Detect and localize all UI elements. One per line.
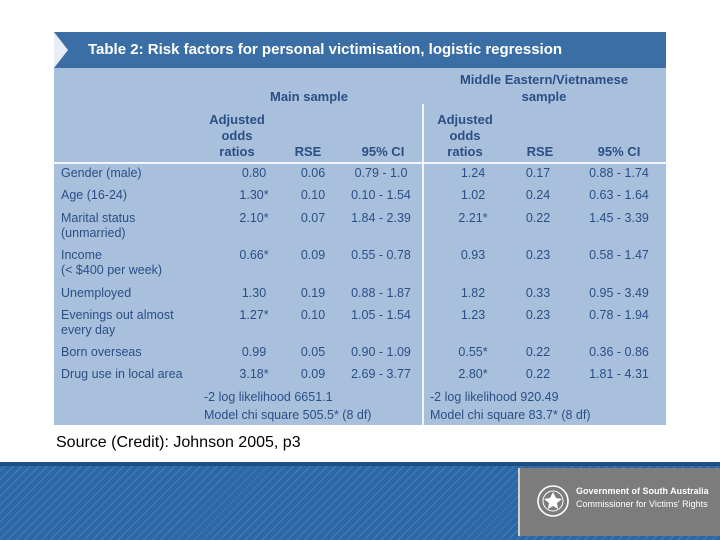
me-log-likelihood: -2 log likelihood 920.49 <box>430 390 559 404</box>
main-rse: 0.09 <box>300 367 326 381</box>
me-rse: 0.23 <box>525 308 551 322</box>
me-aor: 1.24 <box>460 166 486 180</box>
row-label: Born overseas <box>61 345 142 359</box>
me-aor: 2.21* <box>458 211 488 225</box>
risk-factors-table: Table 2: Risk factors for personal victi… <box>54 32 666 425</box>
row-label: Drug use in local area <box>61 367 183 381</box>
main-ci: 0.55 - 0.78 <box>351 248 411 262</box>
me-rse: 0.24 <box>525 188 551 202</box>
main-rse: 0.10 <box>300 188 326 202</box>
me-aor: 1.82 <box>460 286 486 300</box>
main-aor: 1.30 <box>241 286 267 300</box>
main-ci: 0.79 - 1.0 <box>354 166 408 180</box>
main-aor: 0.80 <box>241 166 267 180</box>
row-label: Evenings out almost <box>61 308 174 322</box>
main-rse: 0.19 <box>300 286 326 300</box>
main-ci: 0.90 - 1.09 <box>351 345 411 359</box>
me-rse: 0.22 <box>525 367 551 381</box>
me-rse: 0.17 <box>525 166 551 180</box>
source-credit: Source (Credit): Johnson 2005, p3 <box>56 434 301 451</box>
row-label: Marital status <box>61 211 136 225</box>
col-header-aor-line3-me: ratios <box>447 144 483 159</box>
column-divider <box>422 104 424 425</box>
me-aor: 0.93 <box>460 248 486 262</box>
main-rse: 0.06 <box>300 166 326 180</box>
main-rse: 0.07 <box>300 211 326 225</box>
col-header-aor-line2-me: odds <box>449 128 481 143</box>
me-ci: 1.45 - 3.39 <box>589 211 649 225</box>
table-title: Table 2: Risk factors for personal victi… <box>88 41 563 58</box>
me-ci: 1.81 - 4.31 <box>589 367 649 381</box>
col-header-rse: RSE <box>294 144 322 159</box>
me-aor: 0.55* <box>458 345 488 359</box>
col-header-aor-line2: odds <box>221 128 253 143</box>
row-label-sub: (unmarried) <box>61 226 126 240</box>
group-header-me-line2: sample <box>521 89 567 104</box>
group-header-main: Main sample <box>269 89 349 104</box>
group-header-me-line1: Middle Eastern/Vietnamese <box>459 72 629 87</box>
me-ci: 0.95 - 3.49 <box>589 286 649 300</box>
main-rse: 0.05 <box>300 345 326 359</box>
me-chi-square: Model chi square 83.7* (8 df) <box>430 408 591 422</box>
col-header-aor-line1: Adjusted <box>209 112 265 127</box>
main-aor: 0.99 <box>241 345 267 359</box>
government-logo: Government of South Australia Commission… <box>518 468 720 536</box>
row-label: Unemployed <box>61 286 132 300</box>
me-aor: 1.23 <box>460 308 486 322</box>
main-aor: 1.27* <box>239 308 269 322</box>
col-header-ci-me: 95% CI <box>597 144 641 159</box>
col-header-aor-line3: ratios <box>219 144 255 159</box>
row-label: Age (16-24) <box>61 188 128 202</box>
me-rse: 0.33 <box>525 286 551 300</box>
col-header-ci: 95% CI <box>361 144 405 159</box>
header-separator <box>54 162 666 164</box>
me-ci: 0.58 - 1.47 <box>589 248 649 262</box>
main-ci: 0.88 - 1.87 <box>351 286 411 300</box>
me-rse: 0.23 <box>525 248 551 262</box>
main-log-likelihood: -2 log likelihood 6651.1 <box>204 390 333 404</box>
title-notch <box>54 32 68 68</box>
main-rse: 0.09 <box>300 248 326 262</box>
row-label-sub: every day <box>61 323 116 337</box>
main-aor: 2.10* <box>239 211 269 225</box>
footer-topline <box>0 462 720 466</box>
main-ci: 0.10 - 1.54 <box>351 188 411 202</box>
department-name: Commissioner for Victims' Rights <box>576 499 708 509</box>
main-aor: 3.18* <box>239 367 269 381</box>
me-ci: 0.63 - 1.64 <box>589 188 649 202</box>
government-name: Government of South Australia <box>576 486 709 496</box>
row-label-sub: (< $400 per week) <box>61 263 163 277</box>
me-ci: 0.88 - 1.74 <box>589 166 649 180</box>
main-ci: 1.05 - 1.54 <box>351 308 411 322</box>
main-ci: 2.69 - 3.77 <box>351 367 411 381</box>
main-aor: 1.30* <box>239 188 269 202</box>
table-title-bar: Table 2: Risk factors for personal victi… <box>54 32 666 68</box>
sa-government-crest-icon <box>537 485 569 517</box>
me-rse: 0.22 <box>525 211 551 225</box>
me-rse: 0.22 <box>525 345 551 359</box>
main-ci: 1.84 - 2.39 <box>351 211 411 225</box>
me-ci: 0.78 - 1.94 <box>589 308 649 322</box>
me-aor: 2.80* <box>458 367 488 381</box>
me-aor: 1.02 <box>460 188 486 202</box>
main-rse: 0.10 <box>300 308 326 322</box>
col-header-aor-line1-me: Adjusted <box>437 112 493 127</box>
me-ci: 0.36 - 0.86 <box>589 345 649 359</box>
main-aor: 0.66* <box>239 248 269 262</box>
row-label: Gender (male) <box>61 166 142 180</box>
col-header-rse-me: RSE <box>526 144 554 159</box>
main-chi-square: Model chi square 505.5* (8 df) <box>204 408 372 422</box>
row-label: Income <box>61 248 102 262</box>
